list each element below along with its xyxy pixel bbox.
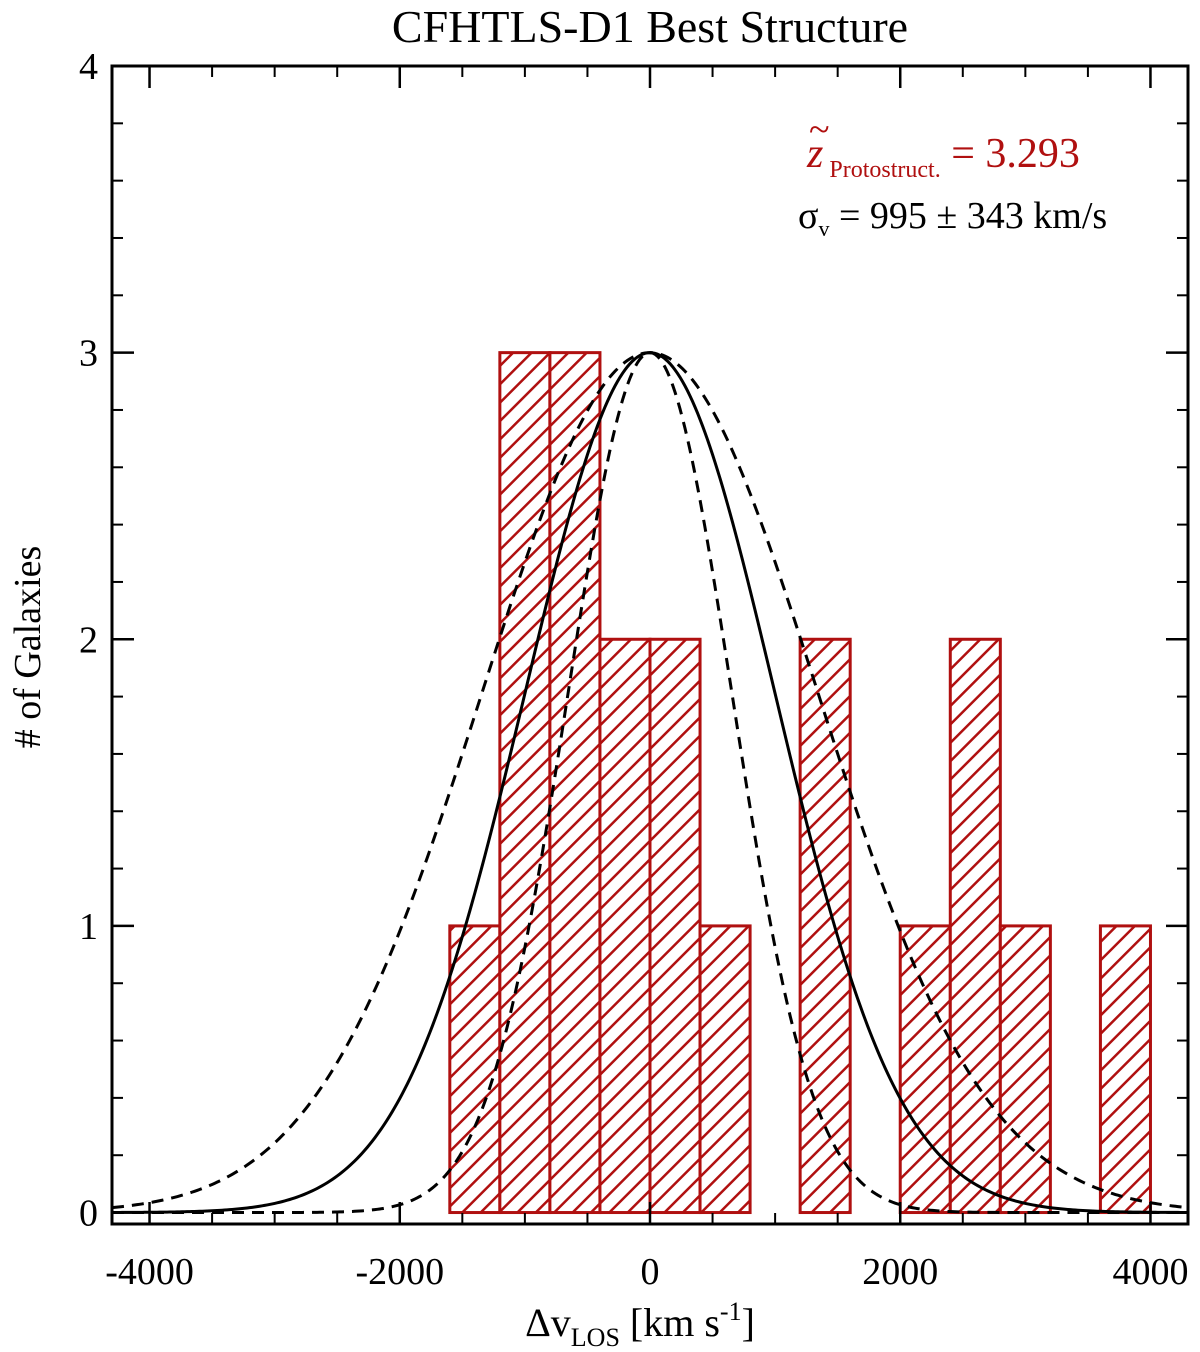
histogram-bar — [1098, 924, 1152, 1215]
axis-ticks: -4000 -2000 0 2000 4000 0 1 2 3 4 — [79, 46, 1188, 1293]
redshift-symbol: z — [806, 131, 823, 177]
sigma-subscript: v — [818, 216, 829, 241]
x-axis-label-sup: -1 — [720, 1297, 742, 1326]
histogram-bar — [998, 924, 1052, 1215]
histogram-bar — [698, 924, 752, 1215]
x-tick-label: -2000 — [355, 1251, 444, 1293]
sigma-symbol: σ — [798, 195, 818, 237]
y-tick-label: 1 — [79, 906, 98, 948]
x-tick-label: 2000 — [862, 1251, 938, 1293]
sigma-annotation: σv = 995 ± 343 km/s — [798, 195, 1107, 241]
histogram-bar — [798, 637, 852, 1215]
histogram-bar — [898, 924, 952, 1215]
histogram-bar — [448, 924, 502, 1215]
x-axis-label-sub: LOS — [571, 1323, 620, 1352]
sigma-value: = 995 ± 343 km/s — [829, 195, 1107, 237]
histogram-bar — [948, 637, 1002, 1215]
histogram-bar — [648, 637, 702, 1215]
x-axis-label: ΔvLOS [km s-1] — [525, 1297, 755, 1352]
y-tick-label: 2 — [79, 619, 98, 661]
histogram-bars — [448, 351, 1152, 1215]
y-axis-label: # of Galaxies — [7, 546, 49, 749]
redshift-value: = 3.293 — [941, 131, 1080, 177]
x-axis-label-unit: [km s — [620, 1300, 720, 1345]
x-tick-label: 4000 — [1112, 1251, 1188, 1293]
histogram-bar — [548, 351, 602, 1215]
gaussian-curves — [112, 351, 1188, 1215]
x-tick-label: 0 — [641, 1251, 660, 1293]
chart-title: CFHTLS-D1 Best Structure — [392, 1, 908, 52]
histogram-bar — [498, 351, 552, 1215]
y-tick-label: 3 — [79, 333, 98, 375]
histogram-bar — [598, 637, 652, 1215]
redshift-tilde: ~ — [809, 109, 830, 151]
redshift-subscript: Protostruct. — [829, 157, 940, 183]
gaussian-curve-dashed — [112, 351, 1188, 1210]
redshift-annotation: ~ z Protostruct. = 3.293 — [806, 109, 1080, 183]
x-axis-label-main: Δv — [525, 1300, 571, 1345]
x-tick-label: -4000 — [105, 1251, 194, 1293]
y-tick-label: 0 — [79, 1193, 98, 1235]
redshift-annotation-text: z Protostruct. = 3.293 — [806, 131, 1080, 183]
x-axis-label-close: ] — [742, 1300, 755, 1345]
y-tick-label: 4 — [79, 46, 98, 88]
